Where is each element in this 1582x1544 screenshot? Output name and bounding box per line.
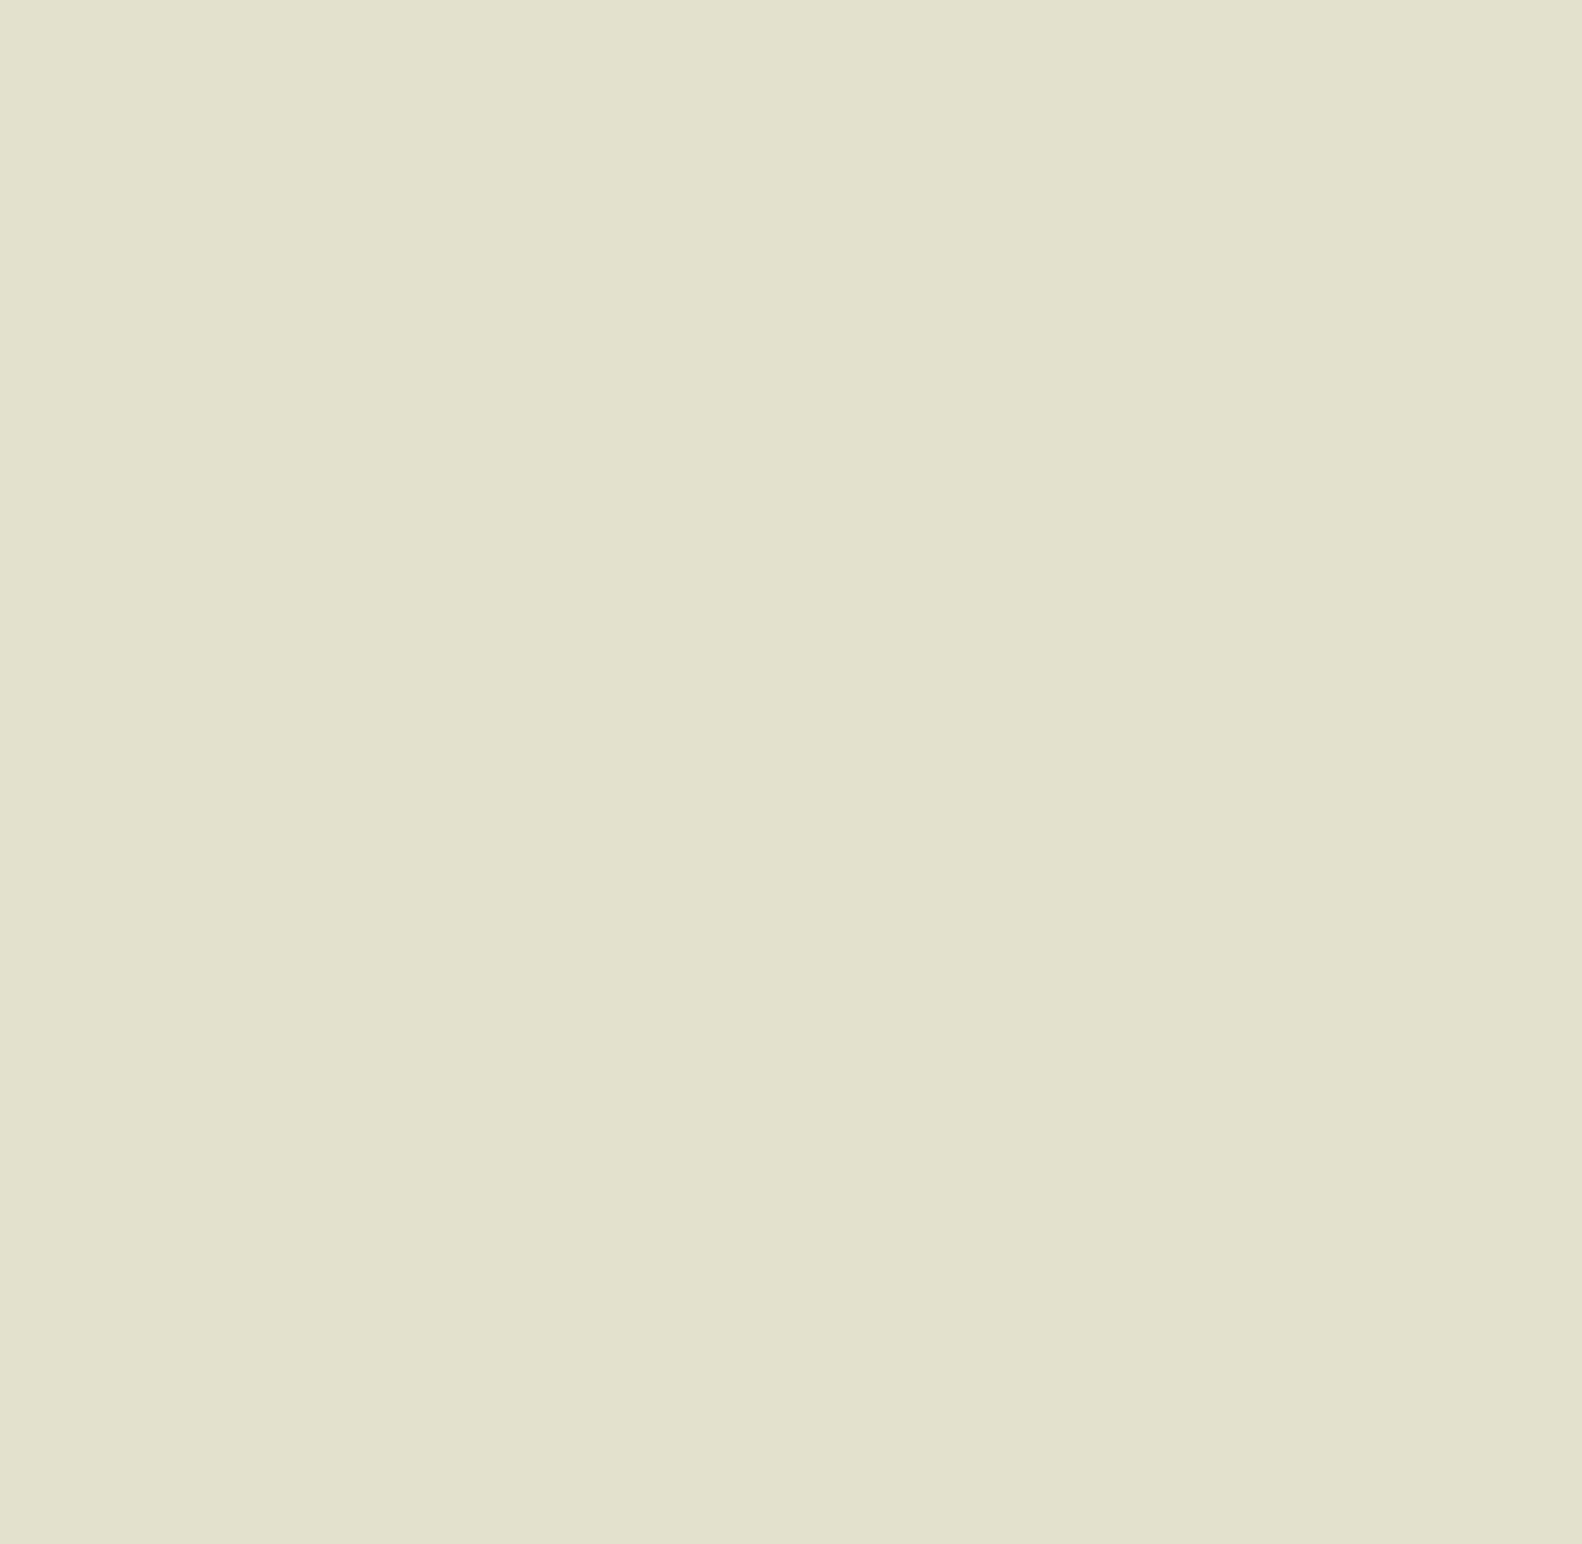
word-cloud — [0, 0, 1582, 1544]
